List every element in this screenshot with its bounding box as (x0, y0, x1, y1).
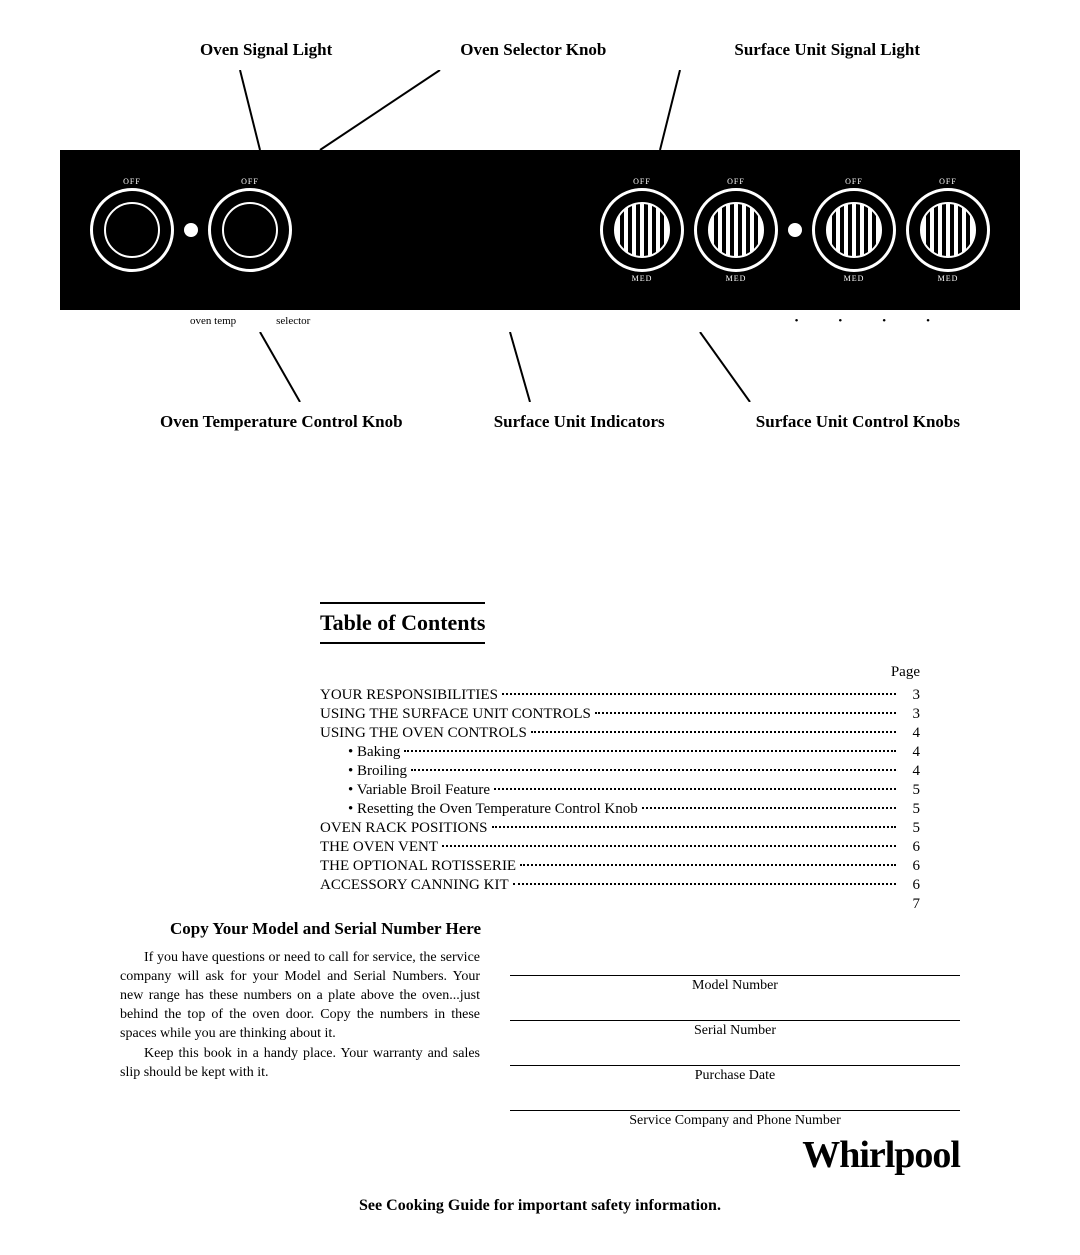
model-number-field[interactable] (510, 963, 960, 976)
knob-off-label: OFF (123, 177, 141, 186)
toc-entry: THE OVEN VENT 6 (320, 839, 920, 856)
toc-entry: Baking 4 (320, 744, 920, 761)
toc-entry-label: Resetting the Oven Temperature Control K… (348, 801, 638, 818)
copy-paragraph-2: Keep this book in a handy place. Your wa… (120, 1045, 480, 1083)
toc-entry-page: 6 (900, 877, 920, 894)
indicator-selector: selector (276, 315, 310, 327)
toc-entry-page: 6 (900, 839, 920, 856)
toc-entry-page: 5 (900, 820, 920, 837)
knob-med-label: MED (632, 274, 653, 283)
toc-entry: USING THE OVEN CONTROLS 4 (320, 725, 920, 742)
knob-med-label: MED (938, 274, 959, 283)
surface-indicator-dot: • (795, 315, 799, 327)
toc-entry-page: 3 (900, 706, 920, 723)
toc-entry: YOUR RESPONSIBILITIES 3 (320, 687, 920, 704)
copy-instructions: If you have questions or need to call fo… (120, 949, 480, 1177)
knob-off-label: OFF (633, 177, 651, 186)
toc-entry-label: OVEN RACK POSITIONS (320, 820, 488, 837)
label-surface-unit-signal-light: Surface Unit Signal Light (734, 40, 920, 60)
serial-number-label: Serial Number (510, 1023, 960, 1039)
control-panel-diagram: OFF OFF OFF MED OFF MED OFF MED OFF MED (60, 70, 1020, 432)
toc-entry-label: ACCESSORY CANNING KIT (320, 877, 509, 894)
surface-indicator-dot: • (882, 315, 886, 327)
label-oven-selector-knob: Oven Selector Knob (460, 40, 606, 60)
label-oven-temp-control-knob: Oven Temperature Control Knob (160, 412, 403, 432)
toc-entry-label: USING THE SURFACE UNIT CONTROLS (320, 706, 591, 723)
service-company-field[interactable] (510, 1098, 960, 1111)
toc-entry-page: 3 (900, 687, 920, 704)
knob-off-label: OFF (939, 177, 957, 186)
surface-unit-knob: OFF MED (906, 188, 990, 272)
toc-entry: Variable Broil Feature 5 (320, 782, 920, 799)
toc-entry-page: 4 (900, 725, 920, 742)
stove-control-panel: OFF OFF OFF MED OFF MED OFF MED OFF MED (60, 150, 1020, 310)
toc-entry-page: 5 (900, 782, 920, 799)
toc-entry-page: 4 (900, 763, 920, 780)
toc-entry-label: Variable Broil Feature (348, 782, 490, 799)
label-oven-signal-light: Oven Signal Light (200, 40, 332, 60)
knob-off-label: OFF (845, 177, 863, 186)
toc-entry: USING THE SURFACE UNIT CONTROLS 3 (320, 706, 920, 723)
toc-entry: ACCESSORY CANNING KIT 6 (320, 877, 920, 894)
oven-temp-knob: OFF (90, 188, 174, 272)
knob-off-label: OFF (727, 177, 745, 186)
toc-entry: OVEN RACK POSITIONS 5 (320, 820, 920, 837)
service-company-label: Service Company and Phone Number (510, 1113, 960, 1129)
toc-entry-page: 5 (900, 801, 920, 818)
purchase-date-label: Purchase Date (510, 1068, 960, 1084)
label-surface-unit-indicators: Surface Unit Indicators (494, 412, 665, 432)
toc-entry-page: 6 (900, 858, 920, 875)
toc-title: Table of Contents (320, 602, 485, 644)
surface-signal-light-icon (788, 223, 802, 237)
serial-number-field[interactable] (510, 1008, 960, 1021)
toc-entry-label: USING THE OVEN CONTROLS (320, 725, 527, 742)
toc-entry-label: THE OVEN VENT (320, 839, 438, 856)
toc-entry: THE OPTIONAL ROTISSERIE 6 (320, 858, 920, 875)
copy-paragraph-1: If you have questions or need to call fo… (120, 949, 480, 1043)
surface-unit-knob: OFF MED (812, 188, 896, 272)
label-surface-unit-control-knobs: Surface Unit Control Knobs (756, 412, 960, 432)
footer-safety-note: See Cooking Guide for important safety i… (60, 1197, 1020, 1215)
toc-entry-label: THE OPTIONAL ROTISSERIE (320, 858, 516, 875)
toc-entry: Broiling 4 (320, 763, 920, 780)
knob-med-label: MED (844, 274, 865, 283)
indicator-oven-temp: oven temp (190, 315, 236, 327)
toc-trailing-page: 7 (900, 896, 920, 913)
toc-entry-label: YOUR RESPONSIBILITIES (320, 687, 498, 704)
purchase-date-field[interactable] (510, 1053, 960, 1066)
knob-med-label: MED (726, 274, 747, 283)
copy-section-title: Copy Your Model and Serial Number Here (170, 919, 1020, 939)
toc-entry: Resetting the Oven Temperature Control K… (320, 801, 920, 818)
toc-entry-label: Broiling (348, 763, 407, 780)
toc-page-header: Page (320, 664, 920, 681)
model-number-label: Model Number (510, 978, 960, 994)
oven-signal-light-icon (184, 223, 198, 237)
oven-selector-knob: OFF (208, 188, 292, 272)
surface-indicator-dot: • (926, 315, 930, 327)
surface-unit-knob: OFF MED (694, 188, 778, 272)
surface-unit-knob: OFF MED (600, 188, 684, 272)
toc-entry-page: 4 (900, 744, 920, 761)
brand-logo: Whirlpool (510, 1133, 960, 1177)
surface-indicator-dot: • (838, 315, 842, 327)
indicator-strip: oven temp selector • • • • (60, 310, 1020, 332)
toc-entry-label: Baking (348, 744, 400, 761)
table-of-contents: Table of Contents Page YOUR RESPONSIBILI… (320, 602, 920, 913)
knob-off-label: OFF (241, 177, 259, 186)
